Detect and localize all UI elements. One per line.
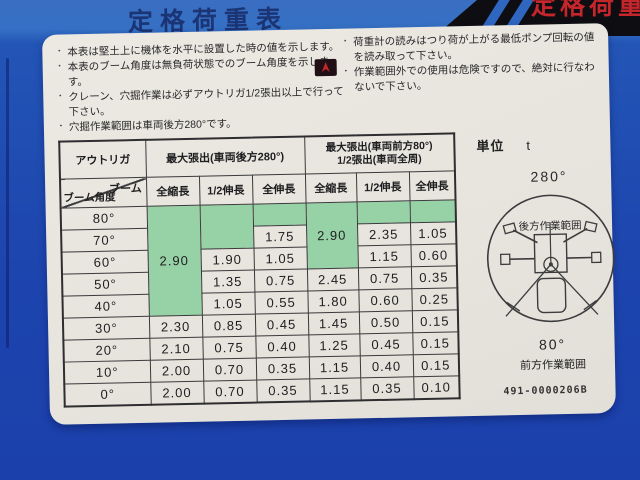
load-cell: 0.75 xyxy=(253,268,308,293)
load-cell-merged: 2.90 xyxy=(305,201,358,269)
col-header: 全伸長 xyxy=(251,173,306,205)
load-cell: 0.45 xyxy=(254,312,309,337)
load-cell: 0.10 xyxy=(413,375,460,400)
load-cell: 0.35 xyxy=(255,356,310,381)
load-cell: 1.45 xyxy=(307,311,360,335)
load-cell: 1.15 xyxy=(357,244,411,268)
col-header: 全伸長 xyxy=(408,170,456,201)
range-circle-schematic xyxy=(486,194,615,323)
rated-load-table: アウトリガ 最大張出(車両後方280°) 最大張出(車両前方80°) 1/2張出… xyxy=(58,132,461,408)
load-cell: 0.70 xyxy=(203,380,257,404)
note-item: 作業範囲外での使用は危険ですので、絶対に行なわないで下さい。 xyxy=(345,60,602,95)
col-header: 全縮長 xyxy=(304,172,357,203)
load-chart-placard: 本表は堅土上に機体を水平に設置した時の値を示します。 本表のブーム角度は無負荷状… xyxy=(41,23,617,425)
unit-row: 単位 t xyxy=(476,135,531,155)
group2-header: 最大張出(車両前方80°) 1/2張出(車両全周) xyxy=(304,133,455,174)
load-cell xyxy=(409,199,456,223)
load-cell: 0.15 xyxy=(412,331,459,355)
load-cell: 1.05 xyxy=(201,292,255,316)
load-cell xyxy=(252,202,307,227)
angle-cell: 20° xyxy=(63,338,150,363)
col-header: 1/2伸長 xyxy=(355,171,410,202)
load-cell xyxy=(356,200,411,224)
load-cell: 0.85 xyxy=(201,314,256,338)
load-cell: 2.45 xyxy=(306,267,359,291)
load-cell: 1.15 xyxy=(309,377,361,402)
load-cell: 0.55 xyxy=(254,290,308,315)
angle-cell: 40° xyxy=(62,294,149,319)
rear-angle-label: 280° xyxy=(530,167,568,185)
load-cell: 2.30 xyxy=(148,315,203,339)
front-angle-label: 80° xyxy=(538,336,567,353)
angle-cell: 0° xyxy=(64,382,151,407)
load-cell: 2.10 xyxy=(149,337,203,361)
load-cell: 0.50 xyxy=(358,310,413,334)
load-cell: 2.00 xyxy=(150,381,204,405)
angle-cell: 60° xyxy=(61,250,148,275)
load-cell: 0.60 xyxy=(358,288,412,312)
machine-edge-shadow xyxy=(6,58,9,348)
brand-logo-icon xyxy=(314,58,337,77)
load-cell: 1.05 xyxy=(410,221,457,245)
load-cell: 1.35 xyxy=(200,270,255,294)
load-cell-merged: 2.90 xyxy=(146,205,202,317)
diag-label-boom-angle: ブーム角度 xyxy=(63,191,116,205)
angle-cell: 50° xyxy=(61,272,149,297)
load-cell: 1.90 xyxy=(200,248,254,272)
unit-label: 単位 xyxy=(476,138,505,154)
angle-cell: 80° xyxy=(60,206,148,231)
load-cell: 0.35 xyxy=(410,265,458,289)
front-range-label: 前方作業範囲 xyxy=(519,358,587,373)
load-cell: 0.25 xyxy=(411,287,458,311)
col-header: 1/2伸長 xyxy=(198,175,253,206)
group1-header: 最大張出(車両後方280°) xyxy=(145,136,305,178)
angle-cell: 30° xyxy=(62,316,150,341)
load-cell: 0.15 xyxy=(412,353,460,377)
load-cell: 0.40 xyxy=(255,334,309,359)
notes-right: 荷重計の読みはつり荷が上がる最低ポンプ回転の値を読み取って下さい。 作業範囲外で… xyxy=(344,30,601,95)
load-cell: 1.80 xyxy=(307,289,359,313)
stripe-red-text: 定格荷重 xyxy=(531,0,640,20)
angle-cell: 70° xyxy=(61,228,148,253)
load-cell: 1.15 xyxy=(308,355,361,379)
load-cell: 2.35 xyxy=(357,222,411,246)
load-cell: 0.45 xyxy=(359,332,413,356)
load-cell: 0.75 xyxy=(357,266,412,290)
load-cell: 0.15 xyxy=(411,309,459,333)
unit-value: t xyxy=(526,137,532,153)
part-number: 491-0000206B xyxy=(503,384,588,398)
load-cell: 0.75 xyxy=(202,336,256,360)
col-header: 全縮長 xyxy=(145,176,200,207)
notes-left: 本表は堅土上に機体を水平に設置した時の値を示します。 本表のブーム角度は無負荷状… xyxy=(58,40,348,135)
boom-angle-corner-cell: ブーム ブーム角度 xyxy=(60,177,147,209)
load-cell: 2.00 xyxy=(149,359,204,383)
load-cell-merged xyxy=(199,204,254,250)
outrigger-header: アウトリガ xyxy=(59,139,146,180)
working-range-diagram: 280° xyxy=(475,167,626,372)
load-cell: 0.35 xyxy=(360,376,414,401)
load-cell: 0.70 xyxy=(202,358,257,382)
load-cell: 0.60 xyxy=(410,243,457,267)
rear-range-label: 後方作業範囲 xyxy=(518,219,582,234)
angle-cell: 10° xyxy=(63,360,151,385)
load-cell: 1.25 xyxy=(308,333,360,357)
load-cell: 0.35 xyxy=(256,378,310,403)
load-cell: 1.05 xyxy=(253,246,307,271)
load-cell: 0.40 xyxy=(359,354,414,378)
load-cell: 1.75 xyxy=(253,224,307,249)
flame-glyph-icon xyxy=(321,61,330,72)
